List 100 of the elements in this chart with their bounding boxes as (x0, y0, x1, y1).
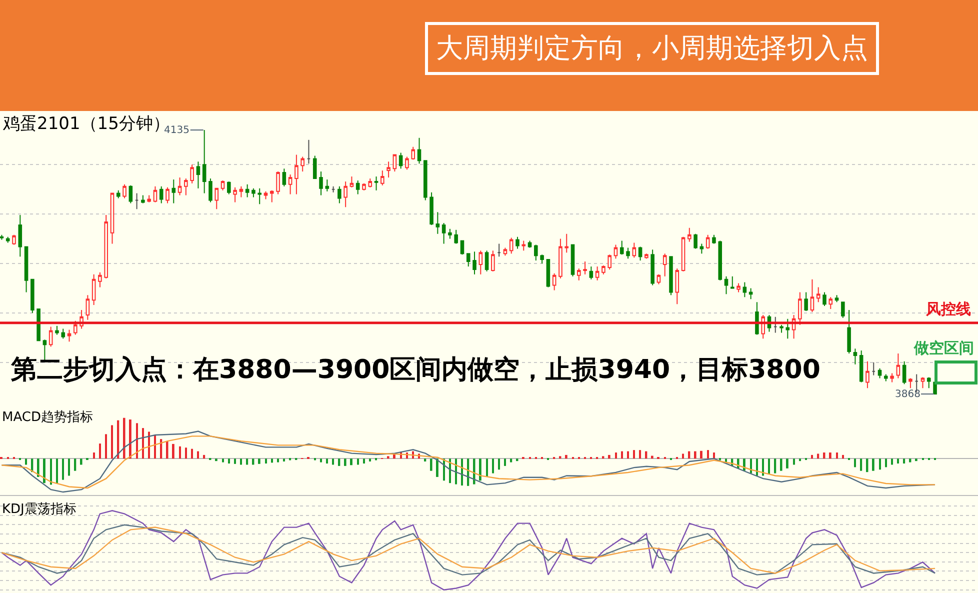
bar (639, 450, 642, 459)
candlestick (522, 240, 526, 252)
candlestick (834, 294, 839, 303)
bar (836, 452, 838, 459)
candlestick (620, 240, 624, 256)
candlestick (570, 244, 575, 277)
bar (271, 458, 273, 463)
candlestick (423, 160, 428, 201)
candlestick (380, 170, 384, 186)
candlestick (484, 250, 489, 272)
bar (854, 458, 856, 468)
bar (516, 458, 518, 462)
candlestick (110, 192, 114, 244)
candlestick (153, 186, 158, 203)
bar (866, 458, 868, 472)
bar (142, 428, 144, 459)
bar (129, 420, 132, 459)
candlestick (595, 266, 600, 281)
bar (25, 458, 28, 465)
candlestick (282, 168, 286, 187)
candlestick (694, 233, 698, 250)
bar (197, 451, 199, 459)
candlestick (478, 250, 483, 275)
candlestick (356, 180, 360, 195)
bar (111, 425, 113, 459)
candlestick (398, 152, 403, 170)
candlestick (920, 376, 925, 389)
bar (43, 458, 46, 484)
candlestick (712, 234, 716, 244)
candlestick (258, 188, 262, 205)
bar (37, 458, 40, 477)
bar (80, 458, 82, 465)
bar (246, 458, 248, 465)
bar (799, 458, 801, 462)
bar (817, 454, 820, 459)
candlestick (178, 176, 182, 196)
candlestick (700, 243, 704, 254)
candlestick (822, 292, 826, 307)
bar (872, 458, 874, 471)
candlestick (220, 180, 225, 191)
bar (602, 456, 604, 459)
candlestick (92, 274, 96, 306)
candlestick (294, 154, 298, 195)
candlestick (602, 265, 606, 275)
bar (369, 458, 371, 462)
candlestick (804, 292, 808, 312)
bar (713, 452, 715, 459)
bar (123, 418, 126, 459)
bar (148, 432, 150, 459)
bar (74, 458, 76, 471)
bar (265, 458, 267, 464)
bar (215, 458, 218, 462)
candlestick (558, 238, 562, 279)
candlestick (748, 288, 753, 300)
candlestick (589, 266, 594, 280)
candlestick (866, 360, 870, 389)
candlestick (362, 182, 366, 191)
candlestick (67, 329, 72, 342)
bar (62, 458, 64, 480)
bar (486, 458, 488, 477)
candlestick (166, 186, 170, 204)
bar (338, 458, 340, 466)
candlestick (688, 227, 692, 242)
bar (768, 458, 770, 475)
candlestick (288, 174, 292, 195)
ref-line-label: 风控线 (925, 300, 971, 318)
candlestick (650, 249, 654, 286)
candlestick (780, 324, 784, 334)
candlestick (724, 276, 728, 295)
bar (56, 458, 58, 484)
candlestick (319, 171, 323, 196)
candlestick (454, 229, 458, 244)
annotation: 第二步切入点：在3880—3900区间内做空，止损3940，目标3800 (10, 355, 820, 385)
annotation: 3868 (895, 389, 920, 400)
candlestick (338, 186, 342, 204)
candlestick (552, 272, 556, 291)
candlestick (706, 234, 710, 250)
candlestick (730, 276, 734, 289)
bar (430, 458, 432, 471)
candlestick (681, 236, 686, 272)
candlestick (74, 320, 78, 336)
bar (68, 458, 70, 476)
candlestick (48, 326, 53, 348)
candlestick (614, 244, 618, 260)
candlestick (306, 139, 311, 164)
candlestick (786, 318, 790, 340)
bar (191, 448, 193, 459)
bar (99, 444, 101, 459)
candlestick (190, 164, 194, 184)
candlestick (386, 161, 390, 178)
bar (363, 458, 365, 464)
chart-title: 大周期判定方向，小周期选择切入点 (436, 33, 868, 64)
annotation: 4135 (164, 125, 190, 136)
bar (651, 456, 654, 459)
candlestick (86, 294, 90, 320)
candlestick (466, 253, 470, 267)
candlestick (669, 256, 673, 296)
candlestick (0, 234, 4, 240)
candlestick (564, 233, 569, 254)
candlestick (270, 190, 274, 203)
